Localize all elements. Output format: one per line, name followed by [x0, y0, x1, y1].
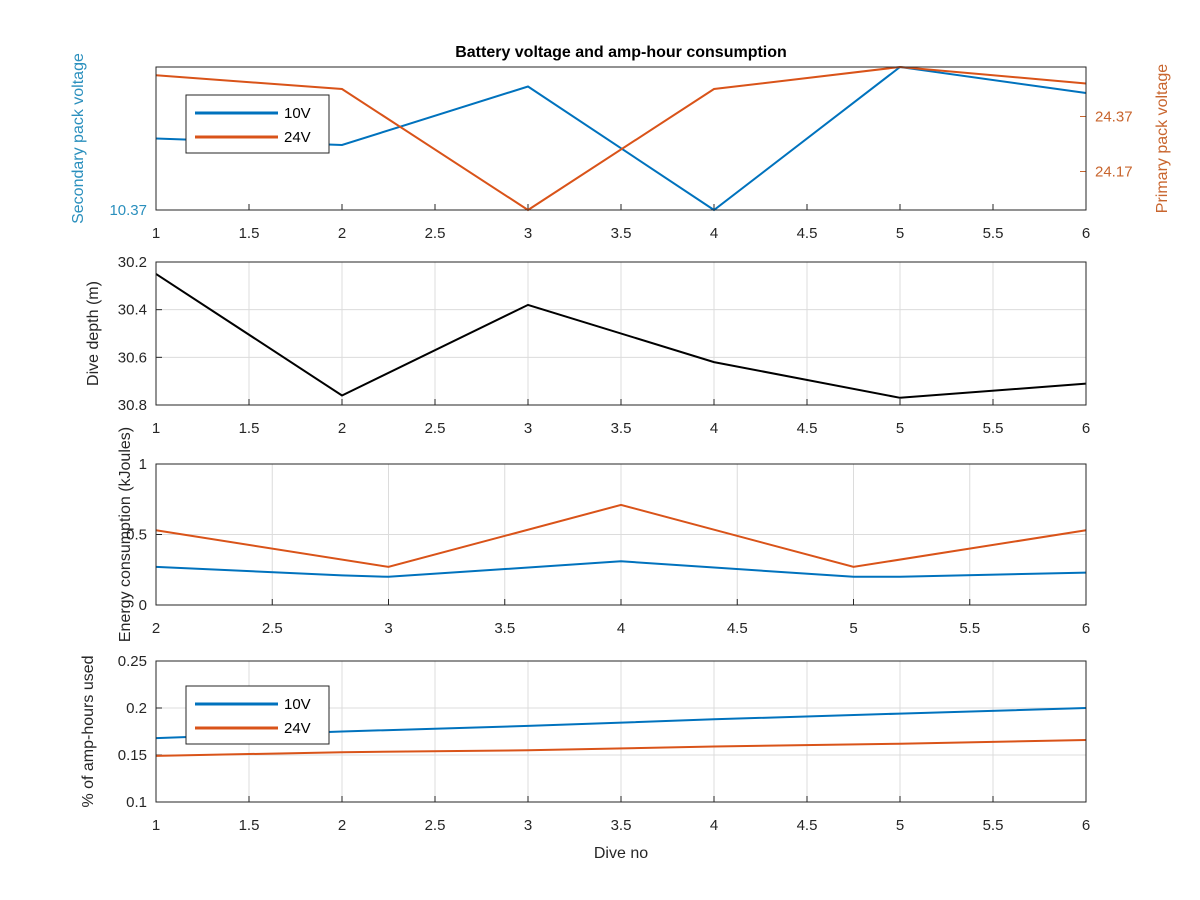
x-tick-label: 3: [524, 817, 532, 834]
y-tick-label-right: 24.17: [1095, 164, 1133, 181]
x-tick-label: 2.5: [425, 817, 446, 834]
x-tick-label: 2.5: [425, 225, 446, 242]
legend-box: [185, 685, 330, 745]
x-tick-label: 2.5: [262, 620, 283, 637]
x-tick-label: 3.5: [611, 225, 632, 242]
chart-panel-3: 2 2.5 3 3.5 4 4.5 5 5.5 6 0 0.5 1 Energy consumption…: [117, 427, 1090, 642]
x-tick-label: 3: [524, 225, 532, 242]
y-tick-label: 0.5: [126, 527, 147, 544]
x-tick-label: 4.5: [797, 225, 818, 242]
y-tick-label: 30.2: [118, 254, 147, 271]
legend-label-10v: 10V: [284, 105, 311, 122]
chart-panel-2: 1 1.5 2 2.5 3 3.5 4 4.5 5 5.5 6 30.2 30.4 30.6 30.8 Div…: [85, 254, 1090, 437]
x-tick-label: 6: [1082, 420, 1090, 437]
y-axis-label: Secondary pack voltage: [70, 53, 87, 224]
series-line-1: [155, 503, 1087, 568]
axes-box: [155, 463, 1087, 606]
x-tick-label: 4: [617, 620, 625, 637]
y-tick-label-right: 24.37: [1095, 109, 1133, 126]
y-tick-label: 30.4: [118, 302, 147, 319]
x-tick-label: 2: [338, 225, 346, 242]
x-tick-label: 5: [896, 225, 904, 242]
y-tick-label: 0.2: [126, 700, 147, 717]
x-tick-label: 4.5: [797, 817, 818, 834]
y-axis-label: % of amp-hours used: [80, 655, 97, 807]
x-tick-label: 3.5: [494, 620, 515, 637]
x-axis-label: Dive no: [594, 845, 648, 862]
x-tick-label: 2: [338, 420, 346, 437]
x-tick-label: 6: [1082, 817, 1090, 834]
legend-label-24v: 24V: [284, 720, 311, 737]
series-line-24v: [155, 739, 1087, 757]
y-tick-label: 0: [139, 597, 147, 614]
x-tick-label: 1.5: [239, 817, 260, 834]
x-tick-label: 5: [896, 420, 904, 437]
series-line-1: [155, 273, 1087, 399]
x-tick-label: 4: [710, 420, 718, 437]
chart-panel-4: 1 1.5 2 2.5 3 3.5 4 4.5 5 5.5 6 0.1 0.15 0.2 0.25 % of …: [80, 653, 1090, 862]
x-tick-label: 1: [152, 420, 160, 437]
legend-label-24v: 24V: [284, 129, 311, 146]
axes-box: [155, 261, 1087, 406]
y-tick-label: 30.6: [118, 349, 147, 366]
axes-box: [155, 66, 1087, 211]
x-tick-label: 3: [524, 420, 532, 437]
x-tick-label: 5: [896, 817, 904, 834]
y-axis-label: Dive depth (m): [85, 281, 102, 386]
x-tick-label: 1.5: [239, 225, 260, 242]
x-tick-label: 6: [1082, 225, 1090, 242]
x-tick-label: 4: [710, 817, 718, 834]
y-axis-label: Energy consumption (kJoules): [117, 427, 134, 642]
legend-box: [185, 94, 330, 154]
y-tick-label-left: 10.37: [109, 202, 147, 219]
x-tick-label: 5.5: [959, 620, 980, 637]
x-tick-label: 1: [152, 817, 160, 834]
x-tick-label: 5.5: [983, 225, 1004, 242]
y-tick-label: 30.8: [118, 397, 147, 414]
series-line-24v: [155, 65, 1087, 212]
x-tick-label: 2.5: [425, 420, 446, 437]
x-tick-label: 5.5: [983, 817, 1004, 834]
x-tick-label: 4: [710, 225, 718, 242]
chart-panel-1: 1 1.5 2 2.5 3 3.5 4 4.5 5 5.5 6 10.37 24.17 24.37 Prim…: [70, 53, 1171, 242]
y-tick-label: 1: [139, 456, 147, 473]
y-tick-label: 0.15: [118, 747, 147, 764]
y-axis-label-right: Primary pack voltage: [1154, 64, 1171, 213]
y-tick-label: 0.1: [126, 794, 147, 811]
x-tick-label: 1.5: [239, 420, 260, 437]
axes-box: [155, 660, 1087, 803]
x-tick-label: 1: [152, 225, 160, 242]
x-tick-label: 2: [338, 817, 346, 834]
x-tick-label: 3.5: [611, 817, 632, 834]
x-tick-label: 3.5: [611, 420, 632, 437]
x-tick-label: 5: [849, 620, 857, 637]
series-line-2: [155, 560, 1087, 578]
figure-title: Battery voltage and amp-hour consumption: [455, 44, 787, 61]
x-tick-label: 4.5: [797, 420, 818, 437]
x-tick-label: 6: [1082, 620, 1090, 637]
chart-panels: 1 1.5 2 2.5 3 3.5 4 4.5 5 5.5 6 10.37 24.17 24.37 Prim…: [70, 53, 1171, 862]
x-tick-label: 2: [152, 620, 160, 637]
legend-label-10v: 10V: [284, 696, 311, 713]
x-tick-label: 3: [384, 620, 392, 637]
y-tick-label: 0.25: [118, 653, 147, 670]
x-tick-label: 5.5: [983, 420, 1004, 437]
x-tick-label: 4.5: [727, 620, 748, 637]
